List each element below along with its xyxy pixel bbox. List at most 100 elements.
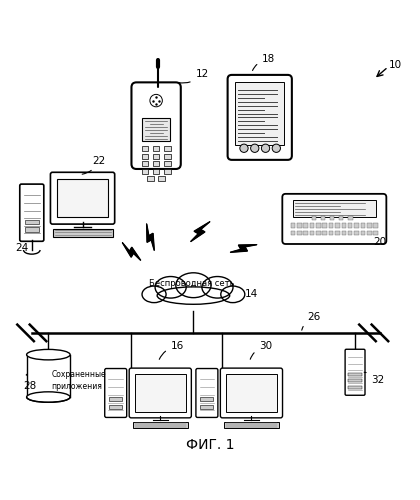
Bar <box>26 354 70 403</box>
Bar <box>109 405 122 409</box>
Bar <box>373 230 378 235</box>
Polygon shape <box>147 224 154 250</box>
Bar <box>361 224 365 228</box>
Bar <box>354 224 359 228</box>
Bar <box>341 230 346 235</box>
Bar <box>297 224 302 228</box>
Bar <box>25 220 39 224</box>
Polygon shape <box>230 244 257 252</box>
FancyBboxPatch shape <box>282 194 386 244</box>
Bar <box>330 216 334 220</box>
Bar <box>142 169 148 173</box>
Ellipse shape <box>26 350 70 360</box>
Bar <box>320 216 325 220</box>
Bar <box>316 230 320 235</box>
Text: 16: 16 <box>159 342 184 359</box>
FancyBboxPatch shape <box>129 368 192 418</box>
Polygon shape <box>122 242 141 260</box>
Bar <box>57 178 108 217</box>
Bar <box>200 405 213 409</box>
Bar <box>297 230 302 235</box>
Bar <box>200 397 213 401</box>
Bar <box>133 422 188 428</box>
Bar <box>339 216 344 220</box>
Circle shape <box>240 144 248 152</box>
Ellipse shape <box>176 273 211 297</box>
Ellipse shape <box>26 392 70 402</box>
FancyBboxPatch shape <box>220 368 283 418</box>
Bar <box>153 146 160 152</box>
Circle shape <box>261 144 270 152</box>
Bar <box>142 118 170 142</box>
Bar <box>224 422 279 428</box>
Bar <box>354 230 359 235</box>
Bar <box>341 224 346 228</box>
Bar <box>52 229 113 236</box>
Bar <box>316 224 320 228</box>
Bar <box>293 200 376 216</box>
Ellipse shape <box>221 286 245 302</box>
Bar <box>329 230 333 235</box>
Bar <box>373 224 378 228</box>
Bar <box>164 162 171 166</box>
Bar <box>153 162 160 166</box>
Bar <box>323 224 327 228</box>
Bar <box>142 154 148 159</box>
Text: 20: 20 <box>374 236 387 246</box>
Bar <box>235 82 284 145</box>
Text: 30: 30 <box>250 342 272 359</box>
FancyBboxPatch shape <box>345 350 365 396</box>
Bar <box>310 224 314 228</box>
Bar <box>153 169 160 173</box>
Bar <box>349 379 362 382</box>
Bar <box>349 372 362 376</box>
Text: 10: 10 <box>389 60 402 70</box>
Text: 14: 14 <box>245 288 258 298</box>
Ellipse shape <box>142 286 166 302</box>
Bar <box>303 230 308 235</box>
Text: Сохраненные
приложения: Сохраненные приложения <box>52 370 106 391</box>
Text: ФИГ. 1: ФИГ. 1 <box>186 438 234 452</box>
Ellipse shape <box>155 276 186 298</box>
Bar <box>135 374 186 412</box>
Text: 18: 18 <box>252 54 275 70</box>
Text: 32: 32 <box>364 372 385 384</box>
Bar <box>361 230 365 235</box>
Text: 12: 12 <box>179 69 209 83</box>
Bar <box>153 154 160 159</box>
Bar <box>164 169 171 173</box>
Bar <box>226 374 277 412</box>
FancyBboxPatch shape <box>105 368 127 418</box>
Ellipse shape <box>157 287 230 304</box>
Bar <box>310 230 314 235</box>
Bar <box>367 230 372 235</box>
Text: Беспроводная сеть: Беспроводная сеть <box>149 278 234 287</box>
Bar <box>335 230 340 235</box>
FancyBboxPatch shape <box>20 184 44 242</box>
Bar <box>25 227 39 232</box>
Bar <box>312 216 316 220</box>
Bar <box>142 162 148 166</box>
Bar <box>348 230 352 235</box>
Bar <box>349 386 362 389</box>
Bar <box>303 224 308 228</box>
Bar <box>164 154 171 159</box>
Bar <box>323 230 327 235</box>
Bar <box>158 176 165 181</box>
FancyBboxPatch shape <box>50 172 115 224</box>
Circle shape <box>272 144 281 152</box>
Bar <box>348 216 352 220</box>
Bar <box>291 224 295 228</box>
Polygon shape <box>191 222 210 242</box>
Bar <box>142 146 148 152</box>
Text: 26: 26 <box>302 312 320 330</box>
FancyBboxPatch shape <box>228 75 292 160</box>
Ellipse shape <box>202 276 233 298</box>
Bar <box>147 176 154 181</box>
Text: 22: 22 <box>82 156 105 174</box>
Bar <box>291 230 295 235</box>
Text: 24: 24 <box>15 243 29 253</box>
Bar <box>109 397 122 401</box>
Text: 28: 28 <box>24 374 37 391</box>
Circle shape <box>251 144 259 152</box>
